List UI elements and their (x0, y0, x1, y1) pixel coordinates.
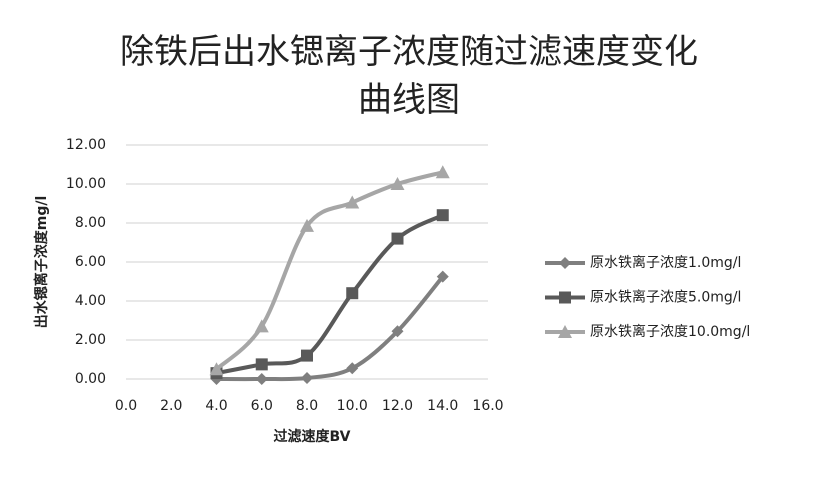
y-tick-label: 6.00 (75, 254, 106, 270)
series-line (216, 213, 444, 376)
marker (301, 372, 313, 385)
legend-label: 原水铁离子浓度1.0mg/l (590, 254, 741, 271)
legend-label: 原水铁离子浓度10.0mg/l (590, 323, 750, 340)
marker (209, 362, 224, 376)
marker (255, 373, 268, 385)
x-tick-label: 2.0 (160, 398, 182, 414)
marker (435, 165, 450, 179)
marker (436, 270, 449, 283)
x-tick-label: 4.0 (205, 398, 227, 414)
x-axis-title: 过滤速度BV (274, 428, 351, 445)
marker (391, 325, 404, 338)
y-tick-label: 12.00 (66, 137, 106, 153)
marker (300, 218, 314, 232)
marker (254, 319, 269, 333)
y-tick-label: 4.00 (75, 293, 106, 309)
legend-marker (558, 325, 572, 338)
marker (391, 232, 404, 245)
x-tick-label: 10.0 (337, 398, 368, 414)
x-tick-label: 8.0 (296, 398, 318, 414)
legend-marker (559, 257, 571, 269)
x-tick-label: 6.0 (251, 398, 273, 414)
marker (390, 177, 405, 190)
y-tick-label: 10.00 (66, 176, 106, 192)
legend-label: 原水铁离子浓度5.0mg/l (590, 289, 741, 306)
y-tick-label: 8.00 (75, 215, 106, 231)
marker (346, 362, 359, 375)
marker (345, 195, 360, 209)
x-tick-label: 16.0 (472, 398, 503, 414)
marker (436, 209, 449, 222)
x-tick-label: 12.0 (382, 398, 413, 414)
chart-title: 除铁后出水锶离子浓度随过滤速度变化曲线图 (120, 32, 698, 120)
marker (301, 349, 313, 362)
marker (255, 358, 268, 371)
x-tick-label: 14.0 (427, 398, 458, 414)
x-tick-label: 0.0 (115, 398, 137, 414)
legend-marker (559, 291, 571, 304)
y-tick-label: 2.00 (75, 332, 106, 348)
y-tick-label: 0.00 (75, 371, 106, 387)
y-axis-title: 出水锶离子浓度mg/l (33, 196, 50, 329)
marker (346, 287, 359, 300)
